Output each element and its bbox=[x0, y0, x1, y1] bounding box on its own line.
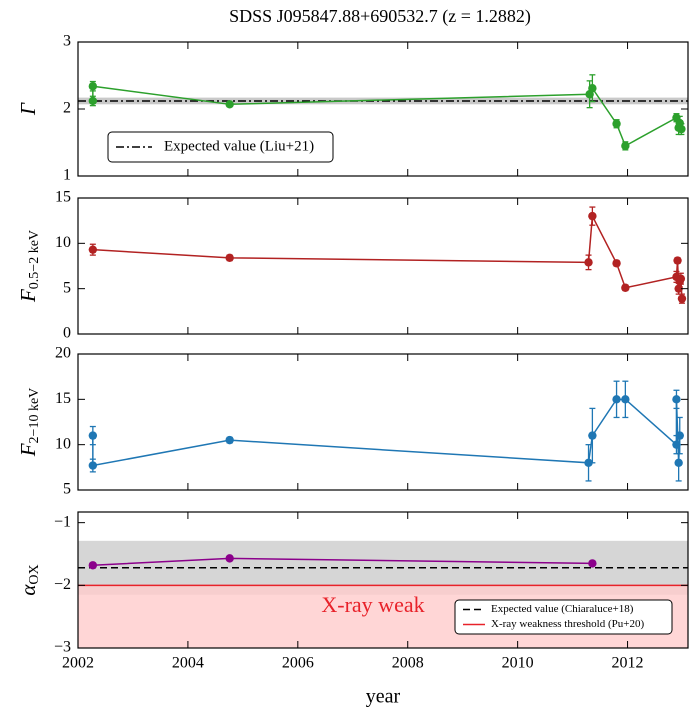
frame bbox=[77, 353, 689, 491]
point bbox=[588, 431, 597, 440]
x-axis-label: year bbox=[366, 686, 401, 708]
point bbox=[225, 100, 234, 109]
y-label-main: F bbox=[16, 289, 40, 303]
x-tick-label: 2010 bbox=[502, 655, 534, 672]
point bbox=[676, 274, 686, 283]
y-tick-label: −2 bbox=[54, 576, 71, 593]
point bbox=[588, 559, 597, 568]
y-label-main: α bbox=[16, 584, 40, 596]
point bbox=[225, 435, 234, 445]
x-tick-label: 2006 bbox=[282, 655, 314, 672]
y-label-sub: 2−10 keV bbox=[27, 388, 42, 444]
plot-area bbox=[88, 206, 687, 304]
series-line bbox=[92, 213, 683, 299]
y-axis-label: F2−10 keV bbox=[16, 388, 42, 458]
point bbox=[612, 119, 621, 128]
y-label-sub: OX bbox=[27, 564, 42, 584]
y-tick-label: 0 bbox=[63, 325, 71, 342]
y-label-main: F bbox=[16, 443, 40, 457]
point bbox=[88, 96, 98, 106]
point bbox=[621, 395, 630, 404]
annotation: X-ray weak bbox=[321, 592, 424, 617]
legend-box bbox=[454, 599, 673, 635]
point bbox=[672, 395, 681, 404]
point bbox=[588, 84, 597, 93]
y-tick-label: −3 bbox=[54, 639, 71, 656]
y-tick-label: 20 bbox=[55, 345, 71, 362]
plot-area bbox=[78, 74, 688, 151]
y-tick-label: 3 bbox=[63, 33, 71, 50]
point bbox=[621, 283, 630, 292]
y-label-sub: 0.5−2 keV bbox=[27, 230, 42, 289]
point bbox=[612, 395, 621, 404]
plot-area: X-ray weak bbox=[78, 540, 688, 648]
legend-label: Expected value (Chiaraluce+18) bbox=[491, 603, 634, 615]
x-tick-label: 2012 bbox=[612, 655, 644, 672]
point bbox=[88, 431, 98, 440]
point bbox=[225, 554, 234, 563]
frame bbox=[77, 511, 689, 649]
point bbox=[675, 431, 684, 440]
point bbox=[584, 258, 593, 267]
plot-area bbox=[88, 380, 684, 482]
point bbox=[673, 256, 682, 265]
y-axis-label: αOX bbox=[16, 564, 42, 595]
y-axis-label: Γ bbox=[16, 102, 40, 116]
y-tick-label: 15 bbox=[55, 189, 71, 206]
point bbox=[88, 461, 98, 470]
legend-box bbox=[107, 131, 334, 163]
point bbox=[88, 561, 98, 570]
x-tick-label: 2008 bbox=[392, 655, 424, 672]
point bbox=[88, 245, 98, 254]
legend-label: Expected value (Liu+21) bbox=[164, 138, 314, 154]
x-tick-label: 2002 bbox=[62, 655, 94, 672]
point bbox=[88, 82, 98, 91]
chart-title: SDSS J095847.88+690532.7 (z = 1.2882) bbox=[229, 6, 531, 27]
y-tick-label: 10 bbox=[55, 435, 71, 452]
point bbox=[612, 259, 621, 268]
point bbox=[225, 253, 234, 263]
point bbox=[584, 458, 593, 467]
point bbox=[677, 124, 686, 134]
point bbox=[621, 141, 630, 151]
point bbox=[677, 294, 687, 303]
y-label-main: Γ bbox=[16, 102, 40, 116]
legend-label: X-ray weakness threshold (Pu+20) bbox=[491, 618, 644, 630]
y-tick-label: 2 bbox=[63, 100, 71, 117]
y-axis-label: F0.5−2 keV bbox=[16, 230, 42, 303]
y-tick-label: 15 bbox=[55, 390, 71, 407]
x-tick-label: 2004 bbox=[172, 655, 204, 672]
y-tick-label: 5 bbox=[63, 481, 71, 498]
y-tick-label: 10 bbox=[55, 234, 71, 251]
y-tick-label: 5 bbox=[63, 279, 71, 296]
point bbox=[674, 458, 683, 467]
y-tick-label: 1 bbox=[63, 167, 71, 184]
frame bbox=[77, 197, 689, 335]
y-tick-label: −1 bbox=[54, 513, 71, 530]
point bbox=[588, 211, 597, 221]
